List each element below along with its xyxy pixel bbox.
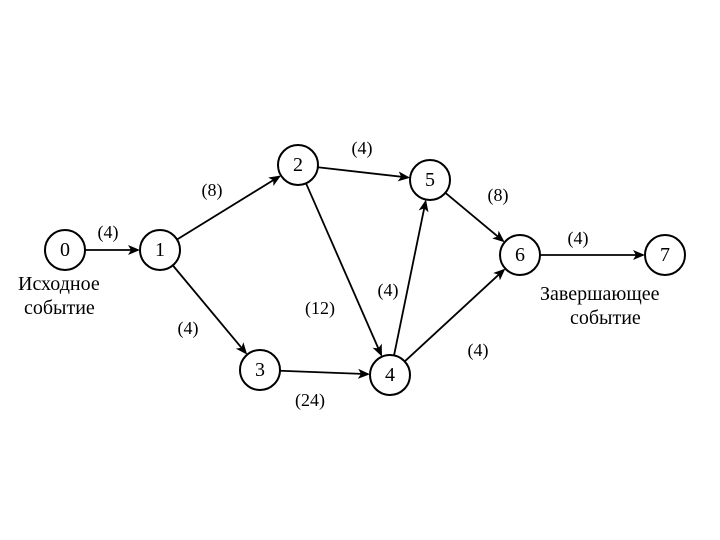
edge-2-4 bbox=[306, 183, 381, 355]
node-7: 7 bbox=[645, 235, 685, 275]
node-label-4: 4 bbox=[385, 364, 395, 386]
edge-label-0-1: (4) bbox=[98, 222, 119, 243]
caption-0: Исходное bbox=[18, 273, 100, 295]
caption-2: Завершающее bbox=[540, 283, 660, 305]
node-2: 2 bbox=[278, 145, 318, 185]
captions-layer: ИсходноесобытиеЗавершающеесобытие bbox=[18, 273, 660, 329]
edge-2-5 bbox=[318, 167, 408, 177]
edge-label-3-4: (24) bbox=[295, 390, 325, 411]
caption-1: событие bbox=[24, 297, 95, 319]
edge-label-5-6: (8) bbox=[488, 185, 509, 206]
node-label-2: 2 bbox=[293, 154, 303, 176]
nodes-layer: 0 1 2 3 4 5 6 7 bbox=[45, 145, 685, 395]
edges-layer bbox=[85, 167, 643, 374]
node-1: 1 bbox=[140, 230, 180, 270]
edge-4-5 bbox=[394, 202, 426, 356]
node-label-1: 1 bbox=[155, 239, 165, 261]
edge-label-4-5: (4) bbox=[378, 280, 399, 301]
node-3: 3 bbox=[240, 350, 280, 390]
edge-3-4 bbox=[280, 371, 368, 374]
node-label-7: 7 bbox=[660, 244, 670, 266]
node-6: 6 bbox=[500, 235, 540, 275]
edge-label-2-4: (12) bbox=[305, 298, 335, 319]
edge-label-6-7: (4) bbox=[568, 228, 589, 249]
node-label-3: 3 bbox=[255, 359, 265, 381]
node-label-5: 5 bbox=[425, 169, 435, 191]
node-0: 0 bbox=[45, 230, 85, 270]
edge-label-2-5: (4) bbox=[352, 138, 373, 159]
edge-1-3 bbox=[173, 265, 246, 353]
network-diagram: (4) (8) (4) (4) (12) (24) (4) (4) (8) (4) 0 1 2 3 4 5 6… bbox=[0, 0, 720, 540]
edge-label-4-6: (4) bbox=[468, 340, 489, 361]
node-5: 5 bbox=[410, 160, 450, 200]
edge-4-6 bbox=[405, 270, 504, 362]
edge-1-2 bbox=[177, 177, 279, 240]
caption-3: событие bbox=[570, 307, 641, 329]
node-label-0: 0 bbox=[60, 239, 70, 261]
edge-label-1-2: (8) bbox=[202, 180, 223, 201]
node-4: 4 bbox=[370, 355, 410, 395]
node-label-6: 6 bbox=[515, 244, 525, 266]
edge-label-1-3: (4) bbox=[178, 318, 199, 339]
